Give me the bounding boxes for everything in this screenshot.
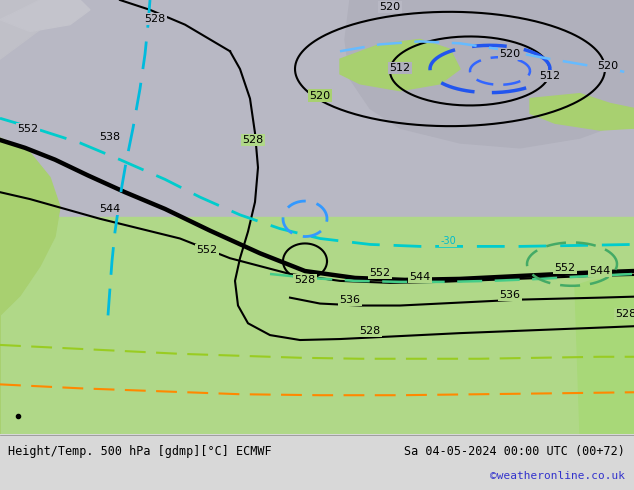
Text: 544: 544 [100, 204, 120, 214]
Text: 552: 552 [370, 268, 391, 278]
Text: 538: 538 [100, 132, 120, 142]
Text: 528: 528 [359, 326, 380, 336]
Polygon shape [0, 0, 90, 31]
Text: Height/Temp. 500 hPa [gdmp][°C] ECMWF: Height/Temp. 500 hPa [gdmp][°C] ECMWF [8, 445, 271, 458]
Polygon shape [345, 0, 634, 148]
Text: 512: 512 [389, 63, 411, 73]
Bar [0, 217, 634, 434]
Polygon shape [0, 138, 60, 434]
Text: 552: 552 [197, 245, 217, 255]
Text: 528: 528 [294, 275, 316, 285]
Polygon shape [0, 237, 634, 434]
Text: 528: 528 [242, 135, 264, 145]
Polygon shape [340, 39, 460, 91]
Polygon shape [575, 276, 634, 434]
Text: ©weatheronline.co.uk: ©weatheronline.co.uk [490, 471, 625, 481]
Polygon shape [530, 94, 634, 130]
Text: 544: 544 [590, 266, 611, 276]
Text: Sa 04-05-2024 00:00 UTC (00+72): Sa 04-05-2024 00:00 UTC (00+72) [404, 445, 625, 458]
Text: 536: 536 [339, 294, 361, 305]
Polygon shape [0, 0, 80, 59]
Text: 520: 520 [500, 49, 521, 59]
Text: 528: 528 [145, 14, 165, 24]
Text: 520: 520 [597, 61, 619, 71]
Text: 520: 520 [379, 2, 401, 12]
Text: 512: 512 [540, 71, 560, 81]
Text: 520: 520 [309, 91, 330, 100]
Text: 552: 552 [18, 124, 39, 134]
Text: 544: 544 [410, 272, 430, 282]
Text: -30: -30 [440, 236, 456, 246]
Text: 552: 552 [555, 263, 576, 273]
Text: 528: 528 [616, 309, 634, 319]
Text: 536: 536 [500, 290, 521, 300]
Bar [0, 0, 634, 217]
